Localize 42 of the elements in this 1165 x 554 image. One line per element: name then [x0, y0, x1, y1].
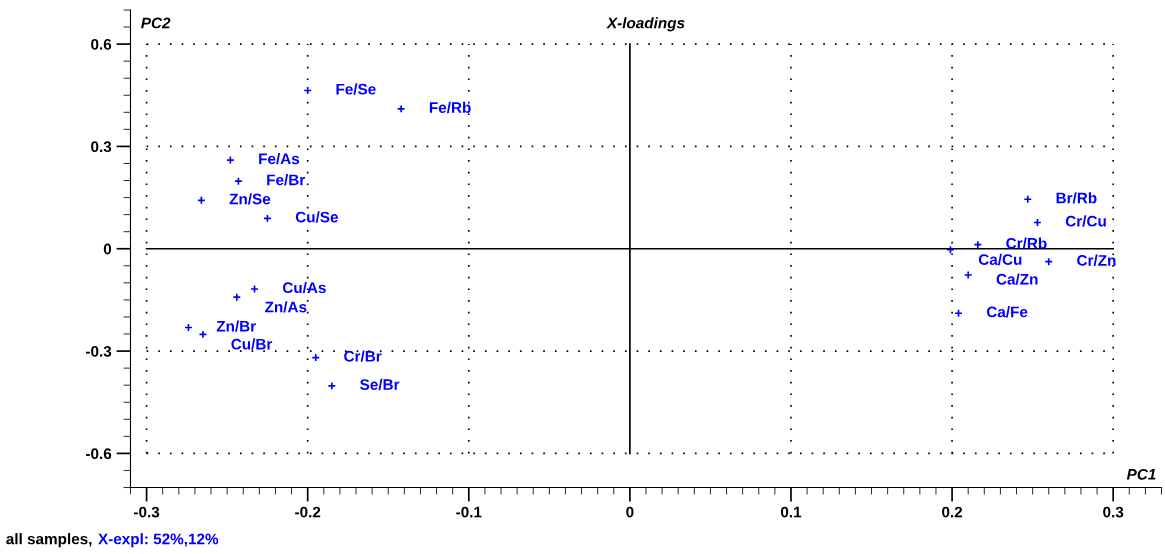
point: [327, 381, 337, 391]
annotation: Cu/Se: [295, 211, 338, 223]
y-tick-label: 0: [103, 243, 112, 255]
y-tick-label: -0.3: [86, 345, 112, 357]
text: X-expl: 52%,12%: [98, 533, 219, 548]
annotation: Cr/Cu: [1065, 215, 1106, 227]
annotation: Cr/Zn: [1077, 254, 1116, 266]
annotation: Ca/Zn: [996, 273, 1038, 285]
annotation: Cu/Br: [231, 338, 273, 350]
x-tick-label: 0.1: [780, 506, 802, 518]
x-tick-label: -0.3: [134, 506, 160, 518]
annotation: Fe/Rb: [429, 101, 471, 114]
annotation: Zn/Se: [229, 193, 271, 205]
point: [1044, 257, 1054, 267]
x-tick-label: 0: [626, 506, 634, 518]
x-tick-label: -0.2: [295, 506, 321, 518]
y-tick-label: 0.3: [91, 141, 112, 153]
x-axis-title: PC1: [1126, 468, 1156, 480]
annotation: Ca/Cu: [978, 253, 1022, 266]
annotation: Zn/As: [265, 301, 307, 313]
y-tick-label: -0.6: [86, 448, 112, 460]
point: [963, 270, 973, 280]
annotation: Fe/Br: [267, 174, 306, 186]
point: [232, 292, 242, 302]
annotation: Cr/Br: [344, 350, 382, 362]
x-tick-label: 0.2: [942, 506, 963, 518]
point: [1023, 194, 1033, 204]
x-tick-label: 0.3: [1103, 506, 1124, 518]
y-tick-label: 0.6: [91, 38, 112, 50]
annotation: Br/Rb: [1056, 192, 1097, 204]
annotation: Ca/Fe: [986, 306, 1028, 318]
annotation: Zn/Br: [216, 320, 256, 332]
y-axis-title: PC2: [141, 17, 171, 29]
annotation: Fe/As: [259, 152, 300, 165]
chart-title: X-loadings: [606, 17, 685, 32]
annotation: Se/Br: [360, 378, 400, 391]
annotation: Cr/Rb: [1006, 237, 1047, 249]
point: [396, 104, 406, 114]
x-tick-label: -0.1: [456, 506, 482, 518]
annotation: Cu/As: [282, 281, 326, 294]
annotation: Fe/Se: [336, 83, 376, 95]
text: all samples,: [6, 533, 92, 548]
